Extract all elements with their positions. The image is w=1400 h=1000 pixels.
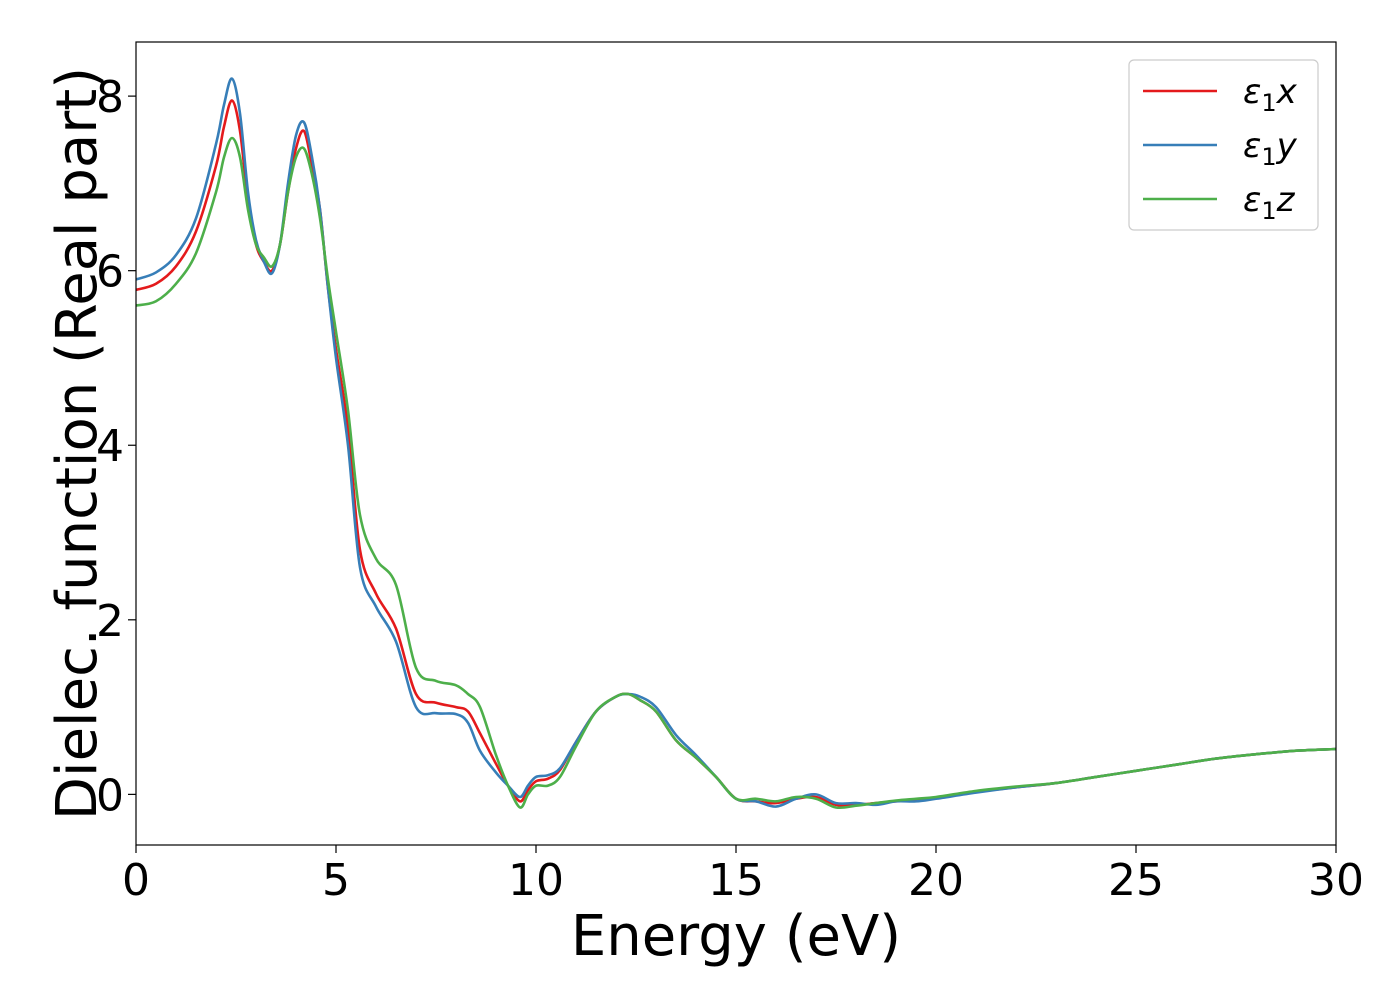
series-line-y bbox=[135, 77, 1337, 808]
y-axis-label: Dielec. function (Real part) bbox=[45, 67, 110, 820]
x-tick-label: 0 bbox=[122, 855, 150, 906]
legend-label-x: ε1x bbox=[1243, 72, 1298, 117]
x-tick-label: 25 bbox=[1108, 855, 1164, 906]
y-tick-label: 4 bbox=[96, 421, 124, 472]
y-tick-label: 2 bbox=[96, 596, 124, 647]
legend-label-z: ε1z bbox=[1243, 180, 1296, 225]
y-tick-label: 6 bbox=[96, 247, 124, 298]
x-tick-label: 15 bbox=[708, 855, 764, 906]
y-tick-label: 0 bbox=[96, 770, 124, 821]
x-tick-label: 10 bbox=[508, 855, 564, 906]
y-tick-label: 8 bbox=[96, 72, 124, 123]
y-axis: 0 2 4 6 8 bbox=[96, 72, 136, 821]
legend: ε1x ε1y ε1z bbox=[1128, 59, 1319, 231]
legend-label-y: ε1y bbox=[1243, 126, 1298, 171]
x-axis: 0 5 10 15 20 25 30 bbox=[122, 845, 1364, 906]
series-line-z bbox=[135, 136, 1337, 810]
x-tick-label: 5 bbox=[322, 855, 350, 906]
x-axis-label: Energy (eV) bbox=[571, 904, 901, 969]
legend-box bbox=[1128, 59, 1319, 231]
series-layer bbox=[135, 77, 1337, 810]
x-tick-label: 30 bbox=[1308, 855, 1364, 906]
x-tick-label: 20 bbox=[908, 855, 964, 906]
